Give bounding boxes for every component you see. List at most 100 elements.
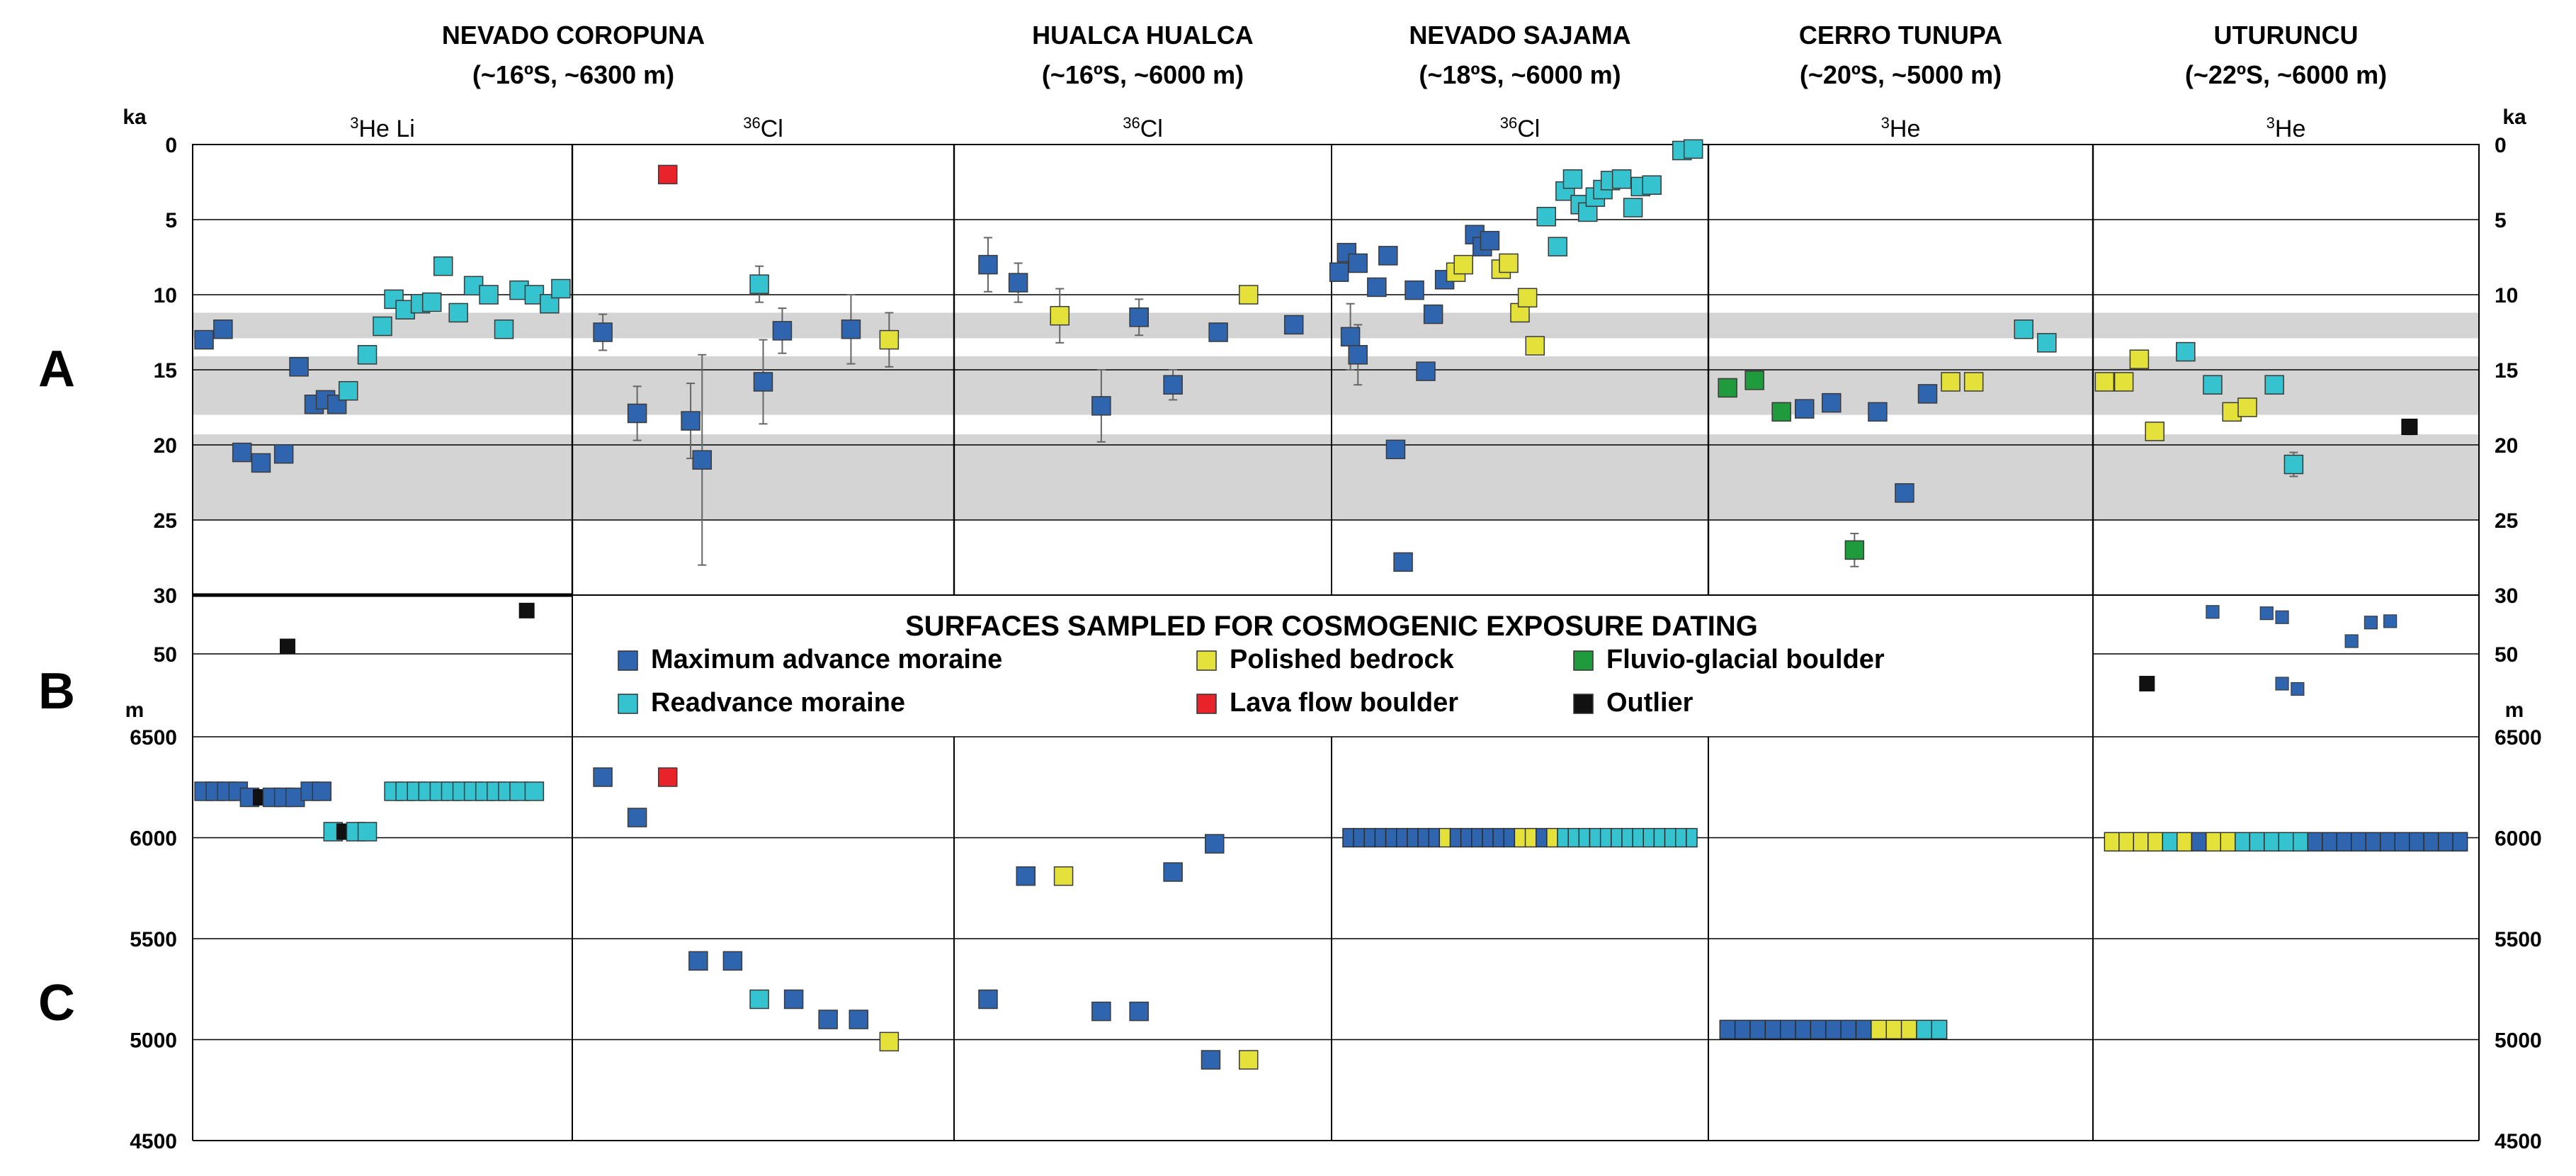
point-b-max bbox=[2206, 605, 2220, 619]
tick-m-left: 5000 bbox=[130, 1029, 177, 1053]
tick-ka-right: 15 bbox=[2495, 359, 2518, 383]
point-c-re bbox=[2249, 832, 2265, 852]
point-c-re bbox=[1686, 827, 1698, 848]
point-b-max bbox=[2383, 614, 2398, 628]
tick-m-left: 6500 bbox=[130, 726, 177, 750]
point-c-max bbox=[688, 951, 708, 971]
column-headers: NEVADO COROPUNA (~16ºS, ~6300 m) HUALCA HU… bbox=[442, 21, 2387, 89]
point-a-max bbox=[1367, 277, 1387, 298]
point-c-max bbox=[2437, 832, 2453, 852]
column-subtitle: (~18ºS, ~6000 m) bbox=[1419, 60, 1621, 89]
tick-m-right: 6500 bbox=[2495, 726, 2542, 750]
tick-ka-left: 20 bbox=[154, 434, 177, 458]
point-a-max bbox=[1416, 361, 1436, 381]
point-c-re bbox=[1931, 1019, 1948, 1039]
point-a-fluvio bbox=[1718, 378, 1737, 398]
point-c-max bbox=[1129, 1001, 1149, 1022]
panel-frames bbox=[192, 144, 2480, 1141]
method-rest: He bbox=[2275, 115, 2305, 142]
legend-swatch-re bbox=[618, 694, 638, 714]
point-c-max bbox=[2365, 832, 2381, 852]
point-c-max bbox=[1764, 1019, 1781, 1039]
point-c-max bbox=[2423, 832, 2439, 852]
method-sup: 3 bbox=[350, 114, 358, 132]
legend-label-lava: Lava flow boulder bbox=[1230, 688, 1458, 718]
point-c-re bbox=[357, 822, 378, 842]
point-a-max bbox=[1329, 262, 1349, 282]
point-c-re bbox=[1664, 827, 1676, 848]
tick-m-right: 5000 bbox=[2495, 1029, 2542, 1053]
point-c-max bbox=[1428, 827, 1441, 848]
point-c-re bbox=[2235, 832, 2250, 852]
legend-label-pb: Polished bedrock bbox=[1230, 645, 1455, 674]
method-rest: Cl bbox=[1140, 115, 1163, 142]
grey-band bbox=[193, 434, 2479, 520]
point-c-max bbox=[2408, 832, 2424, 852]
point-c-max bbox=[1396, 827, 1408, 848]
unit-m-left: m bbox=[125, 699, 144, 722]
point-c-max bbox=[2379, 832, 2395, 852]
point-a-pb bbox=[1499, 253, 1519, 273]
point-c-pb bbox=[1238, 1050, 1259, 1070]
column-subtitle: (~20ºS, ~5000 m) bbox=[1800, 60, 2002, 89]
point-c-max bbox=[1855, 1019, 1872, 1039]
legend-swatch-pb bbox=[1196, 650, 1217, 671]
point-a-pb bbox=[2113, 372, 2134, 392]
tick-ka-left: 5 bbox=[165, 209, 177, 232]
point-c-max bbox=[1205, 834, 1225, 854]
column-title: CERRO TUNUPA bbox=[1799, 21, 2002, 50]
point-b-outlier bbox=[280, 638, 295, 655]
point-a-max bbox=[681, 411, 700, 431]
point-c-re bbox=[1599, 827, 1612, 848]
method-rest: He bbox=[1890, 115, 1920, 142]
tick-ka-right: 10 bbox=[2495, 284, 2518, 307]
point-c-max bbox=[2351, 832, 2366, 852]
point-c-max bbox=[2191, 832, 2207, 852]
point-c-max bbox=[1734, 1019, 1751, 1039]
method-rest: Cl bbox=[761, 115, 783, 142]
point-c-max bbox=[1201, 1050, 1221, 1070]
tick-m-right: 4500 bbox=[2495, 1130, 2542, 1153]
point-a-max bbox=[593, 322, 613, 342]
point-a-max bbox=[232, 442, 252, 463]
point-c-max bbox=[2322, 832, 2337, 852]
point-c-max bbox=[1482, 827, 1494, 848]
point-a-outlier bbox=[2401, 419, 2418, 436]
column-title: UTURUNCU bbox=[2214, 21, 2359, 50]
point-a-re bbox=[551, 278, 571, 299]
point-c-max bbox=[1780, 1019, 1796, 1039]
method-sup: 36 bbox=[743, 114, 760, 132]
point-a-max bbox=[273, 443, 294, 464]
point-a-pb bbox=[2237, 397, 2257, 417]
point-c-max bbox=[1342, 827, 1354, 848]
point-c-max bbox=[1385, 827, 1397, 848]
point-c-re bbox=[524, 781, 545, 801]
point-c-max bbox=[722, 951, 743, 971]
point-a-pb bbox=[2094, 372, 2115, 392]
point-a-max bbox=[978, 254, 998, 275]
method-label: 3He Li bbox=[350, 114, 415, 142]
point-c-re bbox=[1611, 827, 1623, 848]
point-b-max bbox=[2275, 610, 2289, 624]
point-a-re bbox=[1562, 169, 1583, 189]
point-c-max bbox=[1091, 1001, 1111, 1022]
point-a-max bbox=[753, 372, 773, 392]
point-c-pb bbox=[2147, 832, 2164, 852]
point-c-pb bbox=[2118, 832, 2135, 852]
point-a-re bbox=[421, 292, 442, 312]
point-c-max bbox=[1492, 827, 1504, 848]
point-a-re bbox=[448, 303, 468, 323]
point-a-fluvio bbox=[1844, 540, 1865, 560]
point-a-re bbox=[1548, 237, 1567, 256]
point-c-max bbox=[1016, 866, 1036, 886]
tick-ka-left: 10 bbox=[154, 284, 177, 307]
point-c-max bbox=[312, 781, 331, 801]
point-c-max bbox=[978, 989, 998, 1010]
point-c-re bbox=[1589, 827, 1601, 848]
point-a-pb bbox=[1238, 285, 1259, 305]
point-b-max bbox=[2275, 677, 2289, 691]
point-a-fluvio bbox=[1744, 371, 1764, 390]
point-a-fluvio bbox=[1771, 402, 1791, 422]
tick-ka-right: 20 bbox=[2495, 434, 2518, 458]
